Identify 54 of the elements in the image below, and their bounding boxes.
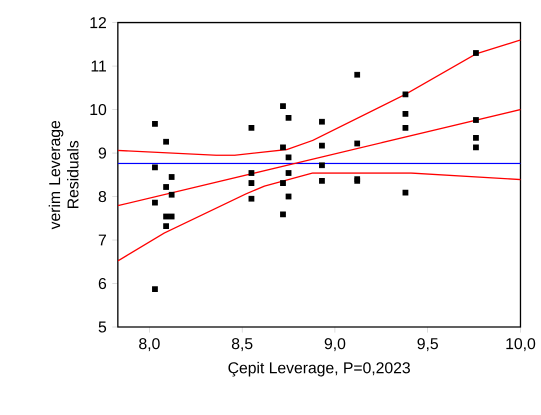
y-tick-label: 6 [98,278,106,289]
y-axis-title: verim Leverage Residuals [48,120,79,230]
point [248,180,254,186]
point [402,124,408,131]
y-tick-label: 7 [98,234,106,246]
x-tick-label: 10,0 [506,338,536,351]
point [152,120,158,127]
point [163,184,169,190]
point [402,110,408,117]
x-axis-title: Çepit Leverage, P=0,2023 [228,362,410,376]
point [319,118,325,124]
x-tick-label: 8,5 [232,338,252,351]
point [402,91,408,98]
x-tick-label: 9,0 [324,338,346,351]
point [248,124,254,131]
y-tick-label: 10 [90,104,106,115]
point [354,140,360,146]
point [473,50,479,56]
point [473,116,479,123]
point [280,180,286,186]
point [473,134,479,141]
line-series [118,39,520,156]
point [248,196,254,202]
point [286,114,292,121]
y-tick-label: 5 [98,321,106,332]
point [286,193,292,200]
point [280,103,286,109]
point [152,286,158,292]
point [280,211,286,218]
point [319,178,325,184]
line-series [118,172,520,262]
point [354,72,360,78]
point [168,192,175,198]
point [152,200,158,206]
x-tick-label: 9,5 [418,338,438,351]
point [286,154,292,160]
y-tick-label: 8 [98,190,106,202]
x-tick-label: 8,0 [139,338,160,351]
point [163,213,169,220]
point [319,142,325,148]
y-tick-label: 9 [98,147,106,158]
point [402,190,408,196]
point [473,144,479,150]
point [248,170,254,176]
point [280,144,286,150]
point [168,174,175,180]
point [163,138,169,144]
y-tick-label: 12 [90,16,106,28]
point [319,162,325,168]
point [286,170,292,176]
point [152,164,158,170]
point [168,213,175,220]
y-tick-label: 11 [92,60,106,72]
point [163,223,169,229]
